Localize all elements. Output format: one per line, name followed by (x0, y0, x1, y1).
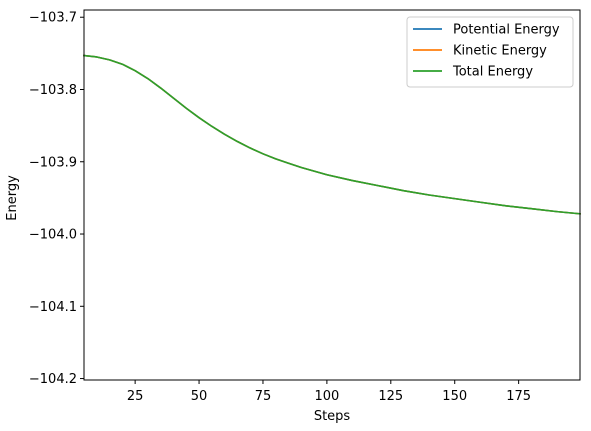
y-axis: −103.7 −103.8 −103.9 −104.0 −104.1 −104.2 (29, 11, 84, 387)
x-axis: 25 50 75 100 125 150 175 (127, 380, 531, 404)
x-tick-label: 25 (127, 389, 144, 404)
legend-label-1: Kinetic Energy (453, 44, 547, 59)
legend-box (406, 16, 574, 88)
y-tick-label: −103.8 (29, 83, 77, 98)
x-axis-label: Steps (314, 409, 351, 424)
y-tick-label: −104.2 (29, 372, 77, 387)
legend: Potential Energy Kinetic Energy Total Ener… (406, 16, 574, 88)
plot-border (83, 9, 581, 381)
y-axis-label: Energy (5, 175, 20, 221)
y-tick-label: −104.0 (29, 228, 77, 243)
y-tick-label: −103.9 (29, 155, 77, 170)
x-tick-label: 100 (314, 389, 339, 404)
series-line-2 (83, 54, 581, 215)
legend-label-2: Total Energy (452, 65, 533, 80)
y-tick-label: −104.1 (29, 300, 77, 315)
y-tick-label: −103.7 (29, 11, 77, 26)
x-tick-label: 75 (255, 389, 272, 404)
x-tick-label: 50 (191, 389, 208, 404)
legend-label-0: Potential Energy (453, 23, 560, 38)
x-tick-label: 175 (506, 389, 531, 404)
series-layer (83, 54, 581, 215)
x-tick-label: 150 (442, 389, 467, 404)
x-tick-label: 125 (378, 389, 403, 404)
